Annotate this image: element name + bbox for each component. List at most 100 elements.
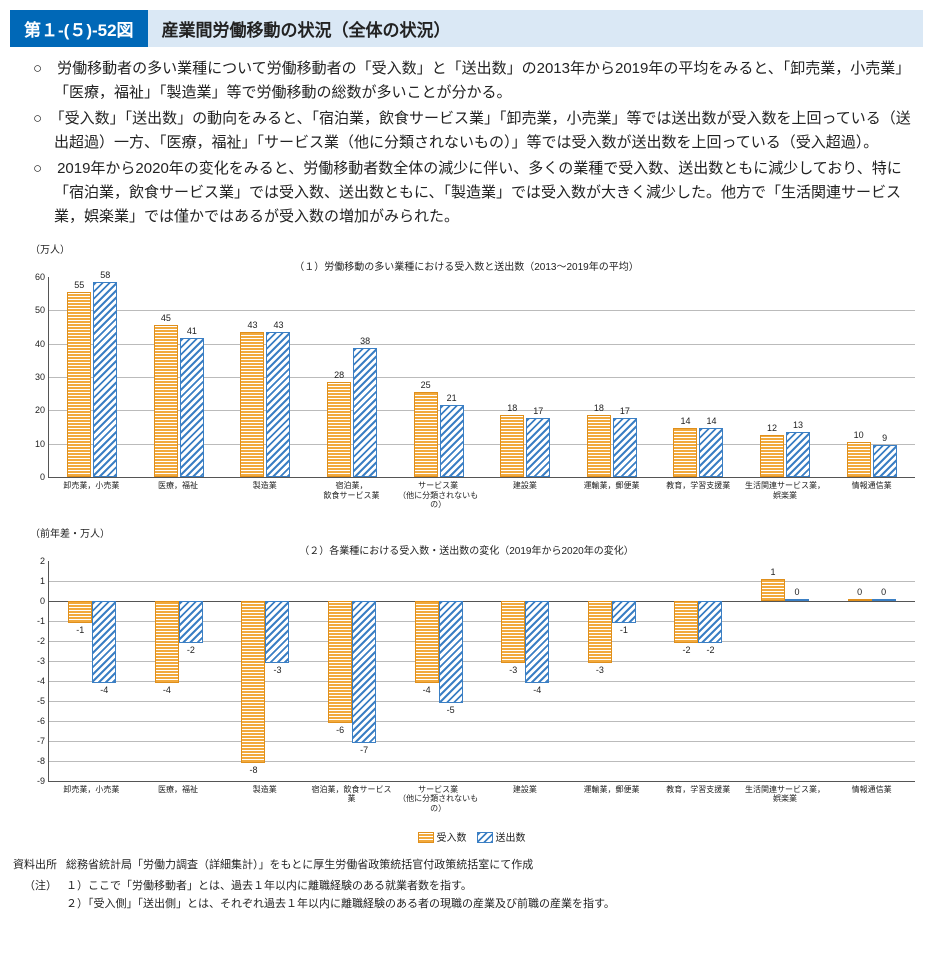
- ytick: 0: [21, 472, 45, 482]
- bar-value: -1: [620, 625, 628, 635]
- note-label: （注）: [12, 877, 63, 914]
- bar-received: -3: [501, 601, 525, 663]
- figure-title: 産業間労働移動の状況（全体の状況）: [148, 10, 923, 47]
- ytick: 20: [21, 405, 45, 415]
- bar-sent: -2: [698, 601, 722, 643]
- note-list: １）ここで「労働移動者」とは、過去１年以内に離職経験のある就業者数を指す。２）「…: [65, 877, 621, 914]
- bar-sent: 38: [353, 348, 377, 477]
- bar-sent: 41: [180, 338, 204, 477]
- xlabel: 卸売業，小売業: [48, 782, 135, 817]
- bar-value: 41: [187, 326, 197, 336]
- legend-label: 送出数: [496, 833, 526, 844]
- category: 14 14: [655, 277, 742, 477]
- category: 43 43: [222, 277, 309, 477]
- ytick: -9: [21, 776, 45, 786]
- bar-value: 17: [620, 406, 630, 416]
- ytick: -7: [21, 736, 45, 746]
- category: 4541: [136, 277, 223, 477]
- chart1-title: （１）労働移動の多い業種における受入数と送出数（2013～2019年の平均）: [10, 258, 923, 273]
- category: -8-3: [222, 561, 309, 781]
- bar-received: -4: [415, 601, 439, 683]
- bar-sent: -4: [525, 601, 549, 683]
- bar-value: -1: [76, 625, 84, 635]
- category: 1213: [742, 277, 829, 477]
- bar-sent: 13: [786, 432, 810, 477]
- chart2-title: （２）各業種における受入数・送出数の変化（2019年から2020年の変化）: [10, 542, 923, 557]
- xlabel: 建設業: [482, 782, 569, 817]
- ytick: -3: [21, 656, 45, 666]
- legend: 受入数 送出数: [10, 829, 923, 844]
- bar-value: 13: [793, 420, 803, 430]
- xlabel: 運輸業，郵便業: [568, 782, 655, 817]
- bullet: 労働移動者の多い業種について労働移動者の「受入数」と「送出数」の2013年から2…: [18, 57, 915, 105]
- bar-value: 45: [161, 313, 171, 323]
- bar-value: -3: [509, 665, 517, 675]
- bar-received: 12: [760, 435, 784, 477]
- bar-value: 0: [795, 587, 800, 597]
- ytick: 50: [21, 305, 45, 315]
- legend-swatch: [418, 832, 434, 843]
- xlabel: 教育，学習支援業: [655, 782, 742, 817]
- bar-received: 43: [240, 332, 264, 477]
- bar-value: -8: [249, 765, 257, 775]
- bar-value: 14: [706, 416, 716, 426]
- bar-received: 1: [761, 579, 785, 601]
- bar-value: -4: [423, 685, 431, 695]
- ytick: 40: [21, 339, 45, 349]
- chart1-plot: 0102030405060555845414343283825211817181…: [48, 277, 915, 478]
- bar-received: 0: [848, 599, 872, 601]
- bar-value: 43: [247, 320, 257, 330]
- bar-value: -2: [706, 645, 714, 655]
- ytick: -4: [21, 676, 45, 686]
- bar-value: 14: [680, 416, 690, 426]
- category: 109: [828, 277, 915, 477]
- chart2-plot: -9-8-7-6-5-4-3-2-1012-1-4-4-2-8-3-6-7-4-…: [48, 561, 915, 782]
- ytick: 60: [21, 272, 45, 282]
- bar-sent: -3: [265, 601, 289, 663]
- ytick: 0: [21, 596, 45, 606]
- bar-value: 0: [881, 587, 886, 597]
- bar-value: -2: [187, 645, 195, 655]
- bar-value: 17: [533, 406, 543, 416]
- bar-received: -8: [241, 601, 265, 763]
- bar-value: 43: [273, 320, 283, 330]
- bar-value: 25: [421, 380, 431, 390]
- bar-value: 12: [767, 423, 777, 433]
- xlabel: 製造業: [221, 782, 308, 817]
- bar-value: 18: [507, 403, 517, 413]
- bar-sent: -4: [92, 601, 116, 683]
- xlabel: 生活関連サービス業，娯楽業: [742, 782, 829, 817]
- ytick: 1: [21, 576, 45, 586]
- bar-received: -4: [155, 601, 179, 683]
- bar-sent: 0: [872, 599, 896, 601]
- footnotes: 資料出所 総務省統計局「労働力調査（詳細集計）」をもとに厚生労働省政策統括官付政…: [10, 854, 923, 917]
- xlabel: サービス業（他に分類されないもの）: [395, 782, 482, 817]
- ytick: -1: [21, 616, 45, 626]
- legend-label: 受入数: [437, 833, 467, 844]
- bar-sent: 17: [613, 418, 637, 477]
- note-item: ２）「受入側」「送出側」とは、それぞれ過去１年以内に離職経験のある者の現職の産業…: [66, 896, 615, 914]
- bar-sent: -5: [439, 601, 463, 703]
- legend-swatch: [477, 832, 493, 843]
- bar-value: -4: [100, 685, 108, 695]
- bar-received: 45: [154, 325, 178, 477]
- xlabel: 宿泊業，飲食サービス業: [308, 478, 395, 513]
- bar-sent: 21: [440, 405, 464, 477]
- chart-2: （前年差・万人） （２）各業種における受入数・送出数の変化（2019年から202…: [10, 525, 923, 817]
- xlabel: 医療，福祉: [135, 782, 222, 817]
- bar-value: 58: [100, 270, 110, 280]
- bar-value: -3: [273, 665, 281, 675]
- ytick: -2: [21, 636, 45, 646]
- bar-received: 25: [414, 392, 438, 477]
- xlabel: 製造業: [221, 478, 308, 513]
- category: -6 -7: [309, 561, 396, 781]
- bar-value: 28: [334, 370, 344, 380]
- xlabel: 教育，学習支援業: [655, 478, 742, 513]
- category: -3-1: [569, 561, 656, 781]
- chart2-xlabels: 卸売業，小売業医療，福祉製造業宿泊業，飲食サービス業サービス業（他に分類されない…: [48, 782, 915, 817]
- bar-received: 10: [847, 442, 871, 477]
- category: -1 -4: [49, 561, 136, 781]
- figure-number: 第１-(５)-52図: [10, 10, 148, 47]
- bar-value: -7: [360, 745, 368, 755]
- bar-value: -6: [336, 725, 344, 735]
